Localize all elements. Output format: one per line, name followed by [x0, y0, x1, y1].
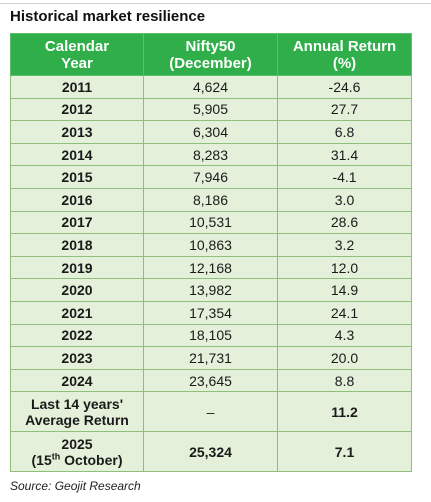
table-cell: 2017	[10, 210, 144, 235]
table-cell: 28.6	[277, 210, 412, 235]
table-row: 2015 7,946 -4.1	[10, 165, 412, 189]
table-cell: –	[143, 391, 278, 433]
table-cell: 24.1	[277, 300, 412, 325]
top-rule	[0, 3, 431, 4]
table-cell: 8,283	[143, 142, 278, 167]
table-cell: 2019	[10, 255, 144, 280]
table-cell: 21,731	[143, 346, 278, 370]
table-cell: 2018	[10, 233, 144, 257]
table-cell: 25,324	[143, 431, 278, 473]
table-cell: Last 14 years' Average Return	[10, 391, 144, 433]
table-cell: 10,531	[143, 210, 278, 235]
table-cell: 3.0	[277, 187, 412, 212]
header-text: (%)	[332, 54, 357, 72]
table-cell: 12,168	[143, 255, 278, 280]
table-cell: 11.2	[277, 391, 412, 433]
superscript: th	[51, 451, 61, 462]
cell-text: October)	[60, 451, 123, 468]
table-cell: 2024	[10, 368, 144, 393]
table-cell: 2011	[10, 75, 144, 99]
table-row: 2024 23,645 8.8	[10, 368, 412, 393]
table-cell: 18,105	[143, 323, 278, 348]
table-cell: 2014	[10, 142, 144, 167]
title: Historical market resilience	[10, 8, 206, 25]
cell-text: 7.1	[334, 443, 355, 460]
table-row: 2021 17,354 24.1	[10, 300, 412, 325]
table-cell: 2016	[10, 187, 144, 212]
header-text: (December)	[169, 54, 252, 72]
table-row: 2018 10,863 3.2	[10, 233, 412, 257]
table-cell: -4.1	[277, 165, 412, 189]
table-cell: 7,946	[143, 165, 278, 189]
table-row: 2012 5,905 27.7	[10, 97, 412, 122]
table-row: 2023 21,731 20.0	[10, 346, 412, 370]
table-cell: 12.0	[277, 255, 412, 280]
header-text: Calendar	[44, 37, 110, 55]
table-row: 2019 12,168 12.0	[10, 255, 412, 280]
summary-row: 2025 (15th October) 25,324 7.1	[10, 431, 412, 473]
source-note: Source: Geojit Research	[10, 479, 141, 493]
summary-row: Last 14 years' Average Return – 11.2	[10, 391, 412, 433]
table-cell: 7.1	[277, 431, 412, 473]
cell-text: Average Return	[25, 411, 129, 428]
table-cell: 14.9	[277, 278, 412, 302]
cell-text: 11.2	[331, 403, 358, 420]
table-cell: 27.7	[277, 97, 412, 122]
column-header: Annual Return (%)	[277, 33, 412, 76]
table: Calendar Year Nifty50 (December) Annual Retu…	[10, 33, 412, 473]
table-cell: 20.0	[277, 346, 412, 370]
table-cell: 5,905	[143, 97, 278, 122]
table-cell: 2023	[10, 346, 144, 370]
table-cell: -24.6	[277, 75, 412, 99]
table-cell: 4,624	[143, 75, 278, 99]
table-cell: 3.2	[277, 233, 412, 257]
table-cell: 31.4	[277, 142, 412, 167]
table-cell: 2015	[10, 165, 144, 189]
table-row: 2011 4,624 -24.6	[10, 75, 412, 99]
table-cell: 8,186	[143, 187, 278, 212]
cell-text: Last 14 years'	[30, 395, 124, 412]
table-cell: 2021	[10, 300, 144, 325]
table-cell: 2013	[10, 120, 144, 144]
table-cell: 23,645	[143, 368, 278, 393]
header-row: Calendar Year Nifty50 (December) Annual Retu…	[10, 33, 412, 76]
table-row: 2014 8,283 31.4	[10, 142, 412, 167]
header-text: Year	[61, 54, 93, 72]
cell-text: –	[206, 403, 215, 420]
table-cell: 13,982	[143, 278, 278, 302]
header-text: Annual Return	[292, 37, 397, 55]
table-row: 2013 6,304 6.8	[10, 120, 412, 144]
cell-text: 25,324	[189, 443, 232, 460]
column-header: Nifty50 (December)	[143, 33, 278, 76]
table-row: 2020 13,982 14.9	[10, 278, 412, 302]
table-cell: 2022	[10, 323, 144, 348]
table-row: 2016 8,186 3.0	[10, 187, 412, 212]
table-cell: 6.8	[277, 120, 412, 144]
cell-text: (15	[31, 451, 52, 468]
table-cell: 2020	[10, 278, 144, 302]
table-cell: 2012	[10, 97, 144, 122]
table-cell: 6,304	[143, 120, 278, 144]
table-cell: 8.8	[277, 368, 412, 393]
cell-text: 2025	[61, 435, 93, 452]
table-cell: 17,354	[143, 300, 278, 325]
table-body: 2011 4,624 -24.6 2012 5,905 27.7 2013 6,304 6.8 2…	[10, 75, 412, 473]
header-text: Nifty50	[185, 37, 236, 55]
table-cell: 10,863	[143, 233, 278, 257]
table-cell: 2025 (15th October)	[10, 431, 144, 473]
table-cell: 4.3	[277, 323, 412, 348]
table-row: 2017 10,531 28.6	[10, 210, 412, 235]
table-row: 2022 18,105 4.3	[10, 323, 412, 348]
column-header: Calendar Year	[10, 33, 144, 76]
